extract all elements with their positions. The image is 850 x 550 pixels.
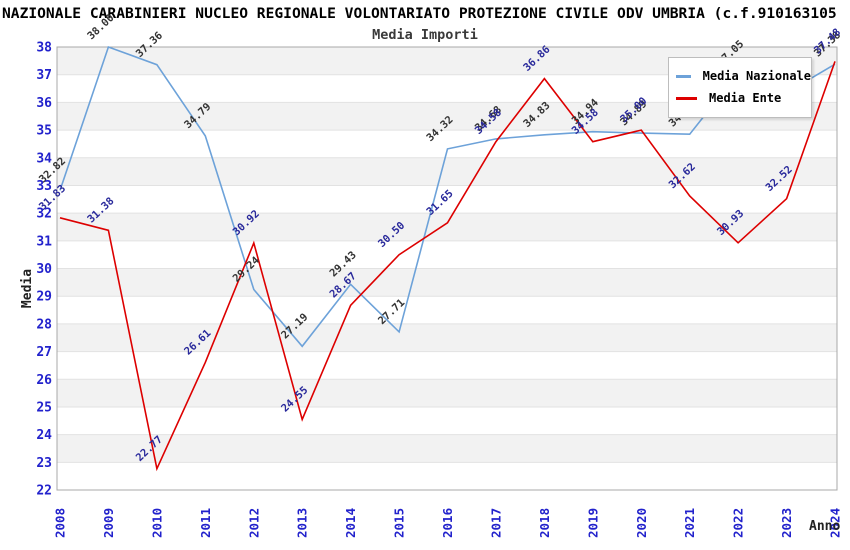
data-point-label: 38.00	[85, 12, 116, 42]
x-tick-label: 2014	[343, 508, 358, 538]
x-tick-label: 2016	[440, 508, 455, 538]
x-tick-label: 2011	[198, 508, 213, 538]
y-tick-label: 25	[36, 400, 52, 415]
y-tick-label: 38	[36, 41, 52, 56]
x-tick-label: 2012	[246, 508, 261, 538]
y-tick-label: 35	[36, 124, 52, 139]
x-tick-label: 2010	[149, 508, 164, 538]
chart-legend: Media Nazionale Media Ente	[668, 57, 812, 118]
plot-band	[57, 434, 837, 463]
x-tick-label: 2019	[585, 508, 600, 538]
y-tick-label: 29	[36, 290, 52, 305]
y-tick-label: 26	[36, 373, 52, 388]
x-tick-label: 2022	[731, 508, 746, 538]
media-nazionale-line-swatch-icon	[676, 74, 691, 78]
y-tick-label: 34	[36, 151, 52, 166]
y-tick-label: 22	[36, 484, 52, 499]
plot-frame	[56, 46, 838, 491]
legend-label: Media Nazionale	[702, 69, 811, 83]
x-tick-label: 2018	[537, 508, 552, 538]
plot-band	[57, 379, 837, 407]
plot-band	[57, 268, 837, 297]
data-point-label: 27.71	[376, 297, 407, 327]
chart-title: NAZIONALE CARABINIERI NUCLEO REGIONALE V…	[2, 5, 837, 22]
y-tick-label: 27	[36, 345, 52, 360]
y-axis-title: Media	[20, 268, 36, 309]
media-ente-line-swatch-icon	[676, 96, 697, 100]
y-tick-label: 28	[36, 317, 52, 332]
y-tick-label: 31	[36, 234, 52, 249]
plot-band	[57, 323, 837, 352]
chart-subtitle: Media Importi	[372, 27, 478, 43]
x-tick-label: 2008	[53, 508, 68, 538]
y-tick-label: 36	[36, 96, 52, 111]
plot-band	[57, 213, 837, 241]
x-tick-label: 2015	[392, 508, 407, 538]
x-axis-title: Anno	[809, 519, 841, 534]
legend-item-media-nazionale: Media Nazionale	[669, 65, 811, 87]
legend-label: Media Ente	[709, 91, 782, 105]
x-tick-label: 2021	[682, 508, 697, 538]
x-tick-label: 2017	[488, 508, 503, 538]
x-tick-label: 2009	[101, 508, 116, 538]
legend-item-media-ente: Media Ente	[669, 87, 811, 109]
plot-band	[57, 157, 837, 186]
x-tick-label: 2020	[634, 508, 649, 538]
y-tick-label: 33	[36, 179, 52, 194]
x-tick-label: 2023	[779, 508, 794, 538]
media-ente-line	[59, 61, 836, 472]
x-tick-label: 2024	[828, 508, 843, 538]
x-tick-label: 2013	[295, 508, 310, 538]
y-tick-label: 32	[36, 207, 52, 222]
y-tick-label: 37	[36, 68, 52, 83]
y-tick-label: 30	[36, 262, 52, 277]
y-tick-label: 23	[36, 456, 52, 471]
y-tick-label: 24	[36, 428, 52, 443]
